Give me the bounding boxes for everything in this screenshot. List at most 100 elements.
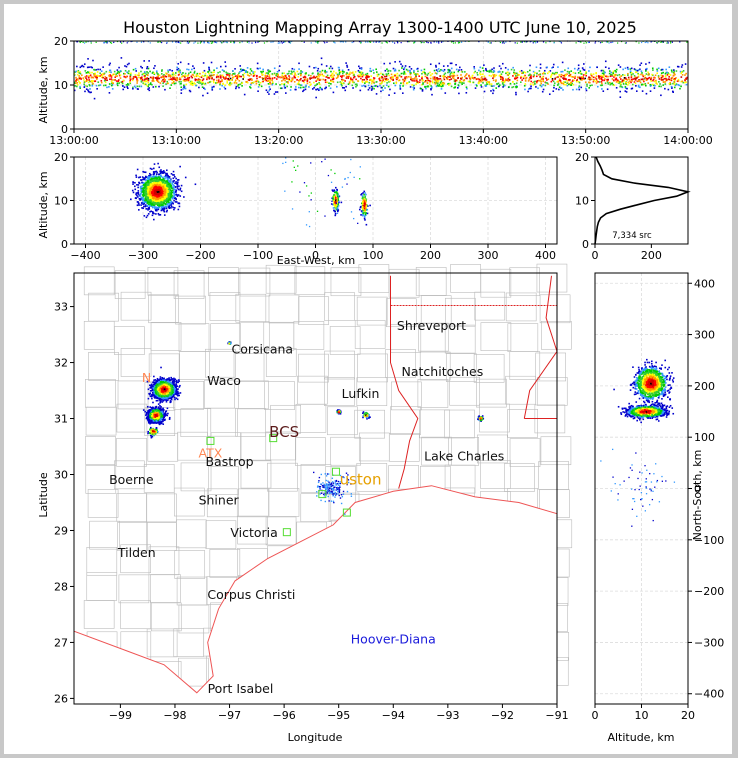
source-point [201, 81, 203, 84]
source-point [353, 81, 355, 84]
source-point [186, 75, 189, 77]
source-point [559, 75, 561, 78]
source-point [170, 84, 173, 86]
source-point [269, 78, 272, 81]
source-point [163, 200, 165, 203]
source-point [269, 81, 271, 83]
source-point [566, 73, 568, 75]
source-point [624, 42, 627, 44]
source-point [287, 72, 290, 75]
source-point [300, 72, 302, 75]
source-point [365, 198, 368, 201]
source-point [147, 186, 149, 188]
source-point [110, 78, 113, 80]
source-point [341, 76, 343, 78]
source-point [82, 65, 85, 68]
source-point [305, 85, 307, 88]
source-point [148, 194, 150, 197]
source-point [173, 193, 175, 195]
source-point [276, 91, 279, 93]
source-point [364, 80, 367, 83]
source-point [523, 84, 526, 87]
source-point [164, 75, 167, 78]
lma-figure: Houston Lightning Mapping Array 1300-140… [37, 18, 724, 744]
source-point [640, 83, 643, 86]
source-point [542, 84, 544, 86]
source-point [341, 41, 343, 43]
source-point [666, 71, 668, 74]
source-point [73, 74, 76, 76]
source-point [241, 69, 243, 71]
source-point [315, 80, 317, 82]
source-point [544, 84, 547, 87]
source-point [385, 77, 388, 80]
source-point [324, 70, 326, 73]
source-point [159, 192, 162, 195]
source-point [507, 80, 510, 82]
source-point [574, 75, 577, 78]
source-point [153, 172, 156, 175]
source-point [379, 79, 381, 82]
source-point [546, 66, 548, 69]
source-point [153, 67, 155, 70]
source-point [195, 84, 197, 87]
source-point [247, 78, 250, 81]
source-point [249, 87, 252, 89]
source-point [558, 88, 560, 91]
source-point [153, 212, 155, 215]
source-point [645, 92, 648, 95]
source-point [268, 73, 271, 76]
source-point [440, 79, 443, 82]
source-point [151, 205, 153, 208]
source-point [553, 72, 556, 75]
source-point [176, 66, 179, 69]
source-point [128, 62, 130, 65]
source-point [400, 42, 402, 44]
source-point [141, 79, 144, 82]
source-point [147, 79, 150, 82]
source-point [520, 75, 523, 78]
source-point [235, 87, 237, 90]
source-point [161, 80, 163, 82]
source-point [156, 201, 159, 204]
source-point [624, 87, 627, 89]
source-point [387, 78, 389, 81]
source-point [219, 65, 222, 68]
source-point [600, 78, 603, 80]
source-point [508, 79, 511, 81]
source-point [385, 41, 387, 43]
source-point [336, 195, 339, 198]
source-point [266, 91, 269, 94]
source-point [490, 42, 492, 44]
source-point [279, 42, 281, 44]
source-point [158, 74, 161, 76]
source-point [149, 203, 152, 206]
source-point [155, 183, 157, 186]
source-point [140, 185, 142, 188]
source-point [185, 75, 187, 77]
source-point [465, 86, 468, 89]
source-point [550, 80, 553, 83]
source-point [130, 72, 132, 75]
source-point [180, 76, 183, 78]
source-point [199, 80, 202, 82]
source-point [239, 42, 241, 44]
source-point [91, 66, 94, 69]
source-point [369, 41, 372, 43]
source-point [347, 83, 350, 85]
source-point [172, 184, 174, 186]
source-point [386, 42, 388, 44]
source-point [336, 188, 338, 191]
source-point [84, 90, 86, 93]
source-point [555, 72, 557, 75]
source-point [151, 83, 153, 86]
source-point [166, 177, 169, 180]
source-point [598, 76, 600, 78]
source-point [132, 181, 134, 183]
source-point [660, 76, 663, 79]
source-point [203, 87, 205, 90]
source-point [514, 76, 517, 78]
source-point [225, 41, 227, 43]
source-point [173, 184, 175, 187]
source-point [217, 79, 220, 81]
